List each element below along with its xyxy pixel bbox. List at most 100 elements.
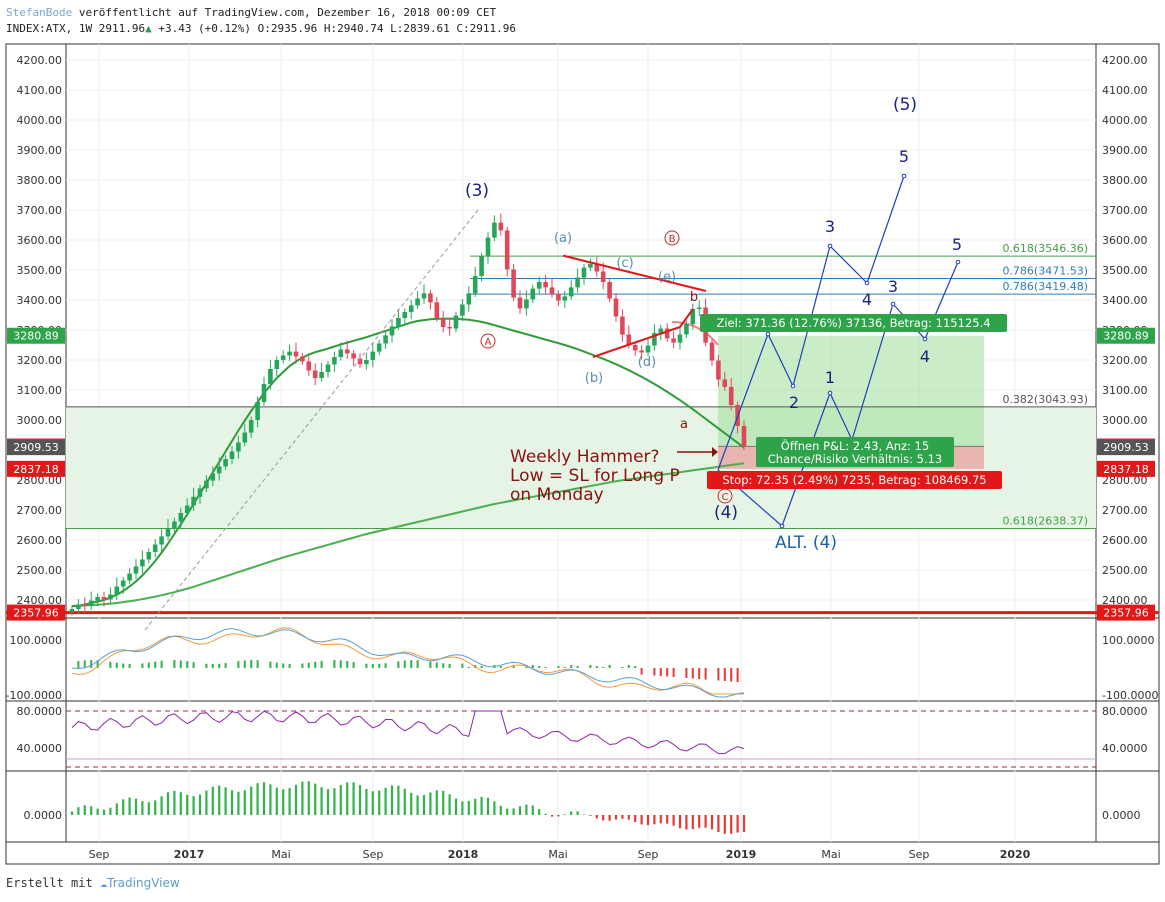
wave-label: a	[680, 417, 688, 432]
circled-wave-label: A	[485, 337, 492, 348]
candle-body	[709, 342, 715, 361]
candle-body	[376, 343, 382, 352]
candle-body	[613, 298, 619, 317]
candle-body	[428, 293, 433, 303]
y-tick-label-left: 3200.00	[17, 354, 63, 367]
candle-body	[383, 335, 388, 344]
annotation-text: on Monday	[510, 485, 604, 505]
ma-slow-line	[71, 462, 745, 607]
y-tick-label-left: 3500.00	[17, 264, 63, 277]
rsi-tick-left: 80.0000	[17, 705, 63, 718]
candle-body	[498, 222, 504, 231]
candle-body	[607, 282, 612, 299]
candle-body	[645, 345, 651, 353]
author-name[interactable]: StefanBode	[6, 6, 73, 19]
price-badge	[1097, 327, 1155, 344]
candle-body	[95, 597, 100, 601]
candle-body	[319, 372, 324, 378]
candle-body	[549, 287, 555, 294]
wave-point	[779, 523, 785, 529]
candle-body	[716, 360, 721, 380]
candle-body	[88, 600, 94, 606]
candle-body	[114, 586, 120, 595]
wave-point	[922, 336, 928, 342]
price-badge-text: 2909.53	[13, 441, 59, 454]
candle-body	[671, 338, 676, 343]
y-tick-label-left: 2500.00	[17, 564, 63, 577]
candle-body	[466, 293, 472, 305]
stop-label-box	[707, 471, 1002, 489]
price-badge-text: 2357.96	[1103, 607, 1149, 620]
wave-label: 5	[952, 235, 962, 254]
wave-label: (b)	[585, 371, 603, 386]
candle-body	[677, 334, 683, 343]
y-tick-label-right: 3200.00	[1102, 354, 1148, 367]
candle-body	[696, 307, 702, 309]
y-tick-label-right: 3600.00	[1102, 234, 1148, 247]
wave-label: (4)	[714, 503, 738, 523]
price-badge-text: 2357.96	[13, 607, 59, 620]
wave-label: (5)	[893, 95, 917, 115]
candle-body	[287, 351, 292, 356]
wave-point	[827, 390, 833, 396]
x-tick-label: Mai	[271, 848, 290, 861]
x-tick-label: 2017	[174, 848, 205, 861]
candle-body	[82, 604, 88, 606]
wave-label: 2	[789, 393, 799, 412]
candle-body	[255, 402, 260, 420]
indicators: 100.0000 100.0000 -100.0000 -100.0000 80.000…	[6, 627, 1158, 834]
axes: 2400.00 2400.00 2500.00 2500.00 2600.00 2600.…	[7, 54, 1155, 861]
wave-label: b	[690, 290, 698, 305]
y-tick-label-left: 4200.00	[17, 54, 63, 67]
y-tick-label-left: 3700.00	[17, 204, 63, 217]
wave-label: (a)	[554, 231, 572, 246]
candle-body	[594, 264, 600, 272]
candle-body	[658, 328, 664, 333]
y-tick-label-right: 3900.00	[1102, 144, 1148, 157]
candle-body	[620, 316, 625, 335]
wave-label: (3)	[465, 181, 489, 201]
candle-body	[165, 528, 171, 537]
candle-body	[600, 271, 606, 282]
target-zone	[718, 335, 984, 447]
candle-body	[242, 432, 248, 443]
target-label-text: Ziel: 371.36 (12.76%) 37136, Betrag: 115…	[716, 316, 990, 330]
y-tick-label-left: 2400.00	[17, 594, 63, 607]
y-tick-label-right: 3400.00	[1102, 294, 1148, 307]
candle-body	[722, 379, 728, 387]
candle-body	[274, 360, 280, 369]
fib-label: 0.618(3546.36)	[1002, 242, 1088, 255]
candle-body	[396, 318, 401, 327]
y-tick-label-left: 2600.00	[17, 534, 63, 547]
candle-body	[447, 327, 452, 329]
candle-body	[76, 604, 81, 609]
triangle-upper-line	[562, 254, 707, 292]
fib-label: 0.786(3471.53)	[1002, 265, 1088, 278]
candle-body	[204, 480, 209, 489]
candle-body	[280, 355, 286, 360]
ma-red-line	[671, 321, 719, 346]
candle-body	[575, 277, 580, 288]
y-tick-label-left: 3800.00	[17, 174, 63, 187]
circled-wave-marker	[480, 333, 496, 349]
candle-body	[172, 521, 177, 528]
tradingview-brand-link[interactable]: TradingView	[107, 876, 180, 890]
price-badge	[1097, 604, 1155, 621]
price-badge-text: 3280.89	[13, 330, 59, 343]
y-tick-label-right: 2800.00	[1102, 474, 1148, 487]
candle-body	[140, 559, 145, 567]
triangle-lower-line	[679, 308, 694, 328]
macd-tick-left: -100.0000	[6, 689, 62, 702]
wave-point	[790, 383, 796, 389]
candle-body	[415, 298, 420, 306]
y-tick-label-right: 2700.00	[1102, 504, 1148, 517]
rsi-line	[71, 710, 745, 755]
candle-body	[472, 276, 478, 294]
candle-body	[357, 358, 363, 365]
candles	[69, 213, 747, 616]
y-tick-label-right: 2400.00	[1102, 594, 1148, 607]
chart-header-line2: INDEX:ATX, 1W 2911.96▲ +3.43 (+0.12%) O:…	[6, 22, 516, 35]
candle-body	[306, 361, 312, 371]
y-tick-label-left: 3100.00	[17, 384, 63, 397]
